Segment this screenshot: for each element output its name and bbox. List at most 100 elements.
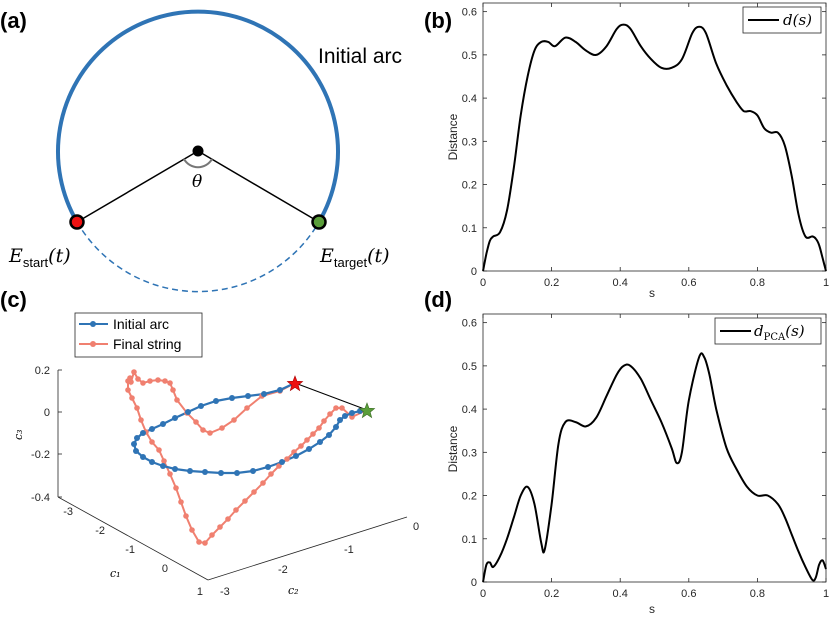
- plot-d-legend-text: dPCA(s): [754, 322, 805, 343]
- x-tick-label: 0.4: [613, 277, 628, 289]
- marker: [251, 489, 257, 495]
- panel-a-label: (a): [0, 8, 27, 33]
- target-star: [358, 402, 376, 419]
- plot-d-legend: dPCA(s): [714, 317, 822, 345]
- marker: [321, 418, 327, 424]
- marker: [279, 459, 285, 465]
- marker: [261, 391, 267, 397]
- marker: [183, 513, 189, 519]
- y-tick-label: 0.1: [462, 534, 477, 546]
- marker: [155, 377, 161, 383]
- panel-c: (c) 0.2 0 -0.2 -0.4 c₃ -3 -2 -1 0 1 c₁ 0: [0, 287, 419, 598]
- marker: [125, 378, 131, 384]
- panel-d-label: (d): [424, 287, 452, 312]
- marker: [140, 430, 146, 436]
- c1-tick-label: -2: [95, 525, 105, 537]
- marker: [172, 415, 178, 421]
- marker: [149, 439, 155, 445]
- c2-tick-label: -1: [344, 544, 354, 556]
- legend-final-marker: [90, 341, 96, 347]
- marker: [147, 378, 153, 384]
- c1-tick-label: 0: [162, 563, 168, 575]
- initial-arc-markers: [131, 387, 363, 476]
- panel-d: (d) 0 0.2 0.4 0.6 0.8 100.10.20.30.40.50.6 s …: [424, 287, 829, 616]
- y-tick-label: 0.6: [462, 318, 477, 330]
- marker: [140, 380, 146, 386]
- marker: [317, 439, 323, 445]
- dashed-complement-arc: [76, 221, 320, 293]
- radius-start: [76, 150, 199, 223]
- panel-c-label: (c): [0, 287, 27, 312]
- marker: [172, 466, 178, 472]
- marker: [167, 471, 173, 477]
- y-tick-label: 0.3: [462, 447, 477, 459]
- marker: [304, 437, 310, 443]
- start-star: [286, 375, 304, 392]
- marker: [134, 435, 140, 441]
- x-tick-label: 0.8: [750, 277, 765, 289]
- marker: [131, 369, 137, 375]
- marker: [342, 413, 348, 419]
- x-tick-label: 1: [823, 588, 829, 600]
- marker: [231, 417, 237, 423]
- y-tick-label: 0: [471, 577, 477, 589]
- c2-tick-label: -3: [220, 586, 230, 598]
- y-tick-label: 0.3: [462, 136, 477, 148]
- marker: [260, 480, 266, 486]
- z-ticks: 0.2 0 -0.2 -0.4: [31, 365, 62, 504]
- panel-b-label: (b): [424, 8, 452, 33]
- marker: [129, 395, 135, 401]
- marker: [173, 485, 179, 491]
- c2-tick-label: 0: [413, 521, 419, 533]
- c2-ticks: 0 -1 -2 -3: [220, 521, 419, 598]
- y-tick-label: 0.5: [462, 361, 477, 373]
- marker: [276, 463, 282, 469]
- marker: [265, 464, 271, 470]
- x-tick-label: 0: [480, 588, 486, 600]
- marker: [339, 405, 345, 411]
- marker: [293, 453, 299, 459]
- plot-d-ylabel: Distance: [446, 425, 460, 472]
- legend-arc-marker: [90, 321, 96, 327]
- marker: [140, 454, 146, 460]
- marker: [213, 398, 219, 404]
- marker: [156, 447, 162, 453]
- marker: [217, 524, 223, 530]
- marker: [202, 469, 208, 475]
- marker: [131, 441, 137, 447]
- marker: [160, 421, 166, 427]
- marker: [198, 403, 204, 409]
- marker: [207, 430, 213, 436]
- panel-a: (a) Initial arc θ Estart(t) Etarget(t): [0, 8, 402, 293]
- c1-tick-label: -1: [125, 544, 135, 556]
- c1-axis-label: c₁: [110, 567, 121, 580]
- y-tick-label: 0.4: [462, 404, 477, 416]
- c2-axis-line: [207, 516, 408, 581]
- plot-b-legend-text: d(s): [783, 11, 812, 29]
- final-string-line: [127, 369, 368, 545]
- center-point: [192, 145, 204, 157]
- dpca-curve-line: [482, 352, 827, 583]
- c1-ticks: -3 -2 -1 0 1: [63, 506, 203, 598]
- marker: [316, 425, 322, 431]
- panel-c-legend-box: [74, 312, 203, 358]
- final-string-markers: [125, 369, 355, 546]
- radius-target: [197, 150, 320, 223]
- marker: [178, 499, 184, 505]
- marker: [234, 470, 240, 476]
- c1-tick-label: -3: [63, 506, 73, 518]
- marker: [219, 425, 225, 431]
- marker: [333, 424, 339, 430]
- marker: [284, 456, 290, 462]
- x-tick-label: 1: [823, 277, 829, 289]
- marker: [233, 507, 239, 513]
- marker: [209, 532, 215, 538]
- plot-b-ylabel: Distance: [446, 113, 460, 160]
- marker: [134, 405, 140, 411]
- legend-initial-arc: Initial arc: [113, 316, 169, 332]
- legend-final-string: Final string: [113, 336, 181, 352]
- marker: [133, 448, 139, 454]
- marker: [170, 387, 176, 393]
- plot-d-frame: [482, 313, 827, 583]
